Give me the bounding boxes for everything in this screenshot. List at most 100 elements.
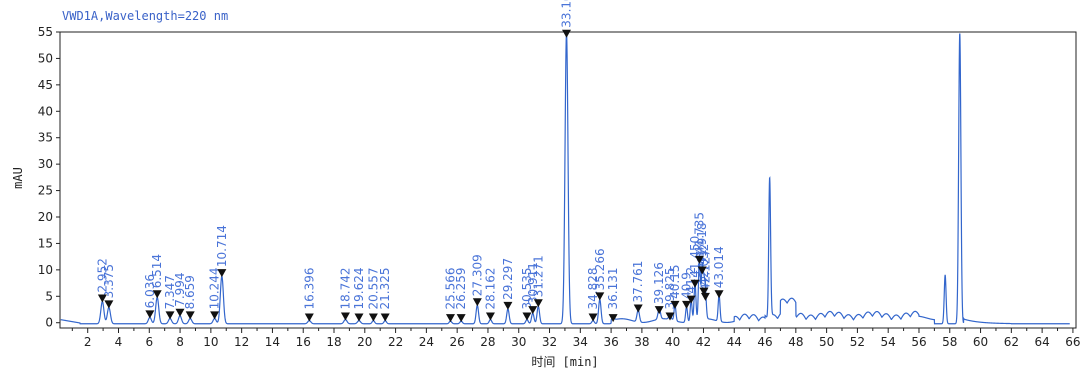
peak-label: 30.911 bbox=[526, 262, 540, 304]
y-tick-label: 15 bbox=[38, 236, 53, 250]
peak-marker bbox=[533, 299, 543, 308]
peak-label: 18.742 bbox=[338, 268, 352, 310]
y-axis-title: mAU bbox=[11, 167, 25, 189]
x-tick-label: 36 bbox=[603, 335, 618, 349]
peak-marker bbox=[608, 314, 618, 323]
peak-label: 19.624 bbox=[352, 268, 366, 310]
y-tick-label: 25 bbox=[38, 184, 53, 198]
y-tick-label: 10 bbox=[38, 263, 53, 277]
peak-marker bbox=[380, 313, 390, 322]
peak-marker bbox=[104, 300, 114, 309]
y-axis-ticks: 0 5 10 15 20 25 30 35 40 45 50 55 bbox=[38, 25, 60, 330]
peak-label: 26.259 bbox=[454, 268, 468, 310]
x-axis-title: 时间 [min] bbox=[531, 355, 598, 369]
peak-label: 28.162 bbox=[483, 268, 497, 310]
peak-marker bbox=[340, 312, 350, 321]
x-tick-label: 66 bbox=[1065, 335, 1080, 349]
y-tick-label: 5 bbox=[45, 289, 53, 303]
peak-marker bbox=[185, 311, 195, 320]
x-tick-label: 62 bbox=[1004, 335, 1019, 349]
peak-marker bbox=[654, 306, 664, 315]
y-tick-label: 30 bbox=[38, 157, 53, 171]
x-tick-label: 38 bbox=[634, 335, 649, 349]
peak-marker bbox=[165, 311, 175, 320]
peak-marker bbox=[97, 294, 107, 303]
peak-label: 6.514 bbox=[150, 254, 164, 288]
peak-marker bbox=[175, 308, 185, 317]
peak-label: 8.659 bbox=[183, 275, 197, 309]
peak-marker bbox=[152, 290, 162, 299]
peak-marker bbox=[217, 269, 227, 278]
x-tick-label: 64 bbox=[1034, 335, 1049, 349]
peak-marker bbox=[588, 313, 598, 322]
peak-marker bbox=[503, 301, 513, 310]
peak-marker bbox=[665, 312, 675, 321]
peak-label: 39.126 bbox=[652, 262, 666, 304]
peak-marker bbox=[714, 290, 724, 299]
chart-title: VWD1A,Wavelength=220 nm bbox=[62, 9, 228, 23]
x-tick-label: 30 bbox=[511, 335, 526, 349]
peak-markers bbox=[97, 29, 724, 323]
peak-label: 37.761 bbox=[631, 261, 645, 303]
peak-label: 20.557 bbox=[366, 268, 380, 310]
x-tick-label: 2 bbox=[84, 335, 92, 349]
x-tick-label: 22 bbox=[388, 335, 403, 349]
x-axis-ticks: 2 4 6 8 10 12 14 16 18 20 22 24 26 28 30 32 34 36 38 40 42 44… bbox=[71, 328, 1081, 349]
peak-marker bbox=[472, 298, 482, 307]
x-tick-label: 48 bbox=[788, 335, 803, 349]
y-tick-label: 35 bbox=[38, 131, 53, 145]
peak-label: 21.325 bbox=[378, 268, 392, 310]
peak-marker bbox=[690, 279, 700, 288]
x-tick-label: 58 bbox=[942, 335, 957, 349]
x-tick-label: 44 bbox=[727, 335, 742, 349]
peak-marker bbox=[699, 287, 709, 296]
x-tick-label: 18 bbox=[326, 335, 341, 349]
peak-marker bbox=[456, 314, 466, 323]
peak-label: 7.994 bbox=[173, 272, 187, 306]
peak-marker bbox=[368, 313, 378, 322]
peak-marker bbox=[354, 313, 364, 322]
y-tick-label: 50 bbox=[38, 51, 53, 65]
peak-label: 42.127 bbox=[698, 249, 712, 291]
x-tick-label: 12 bbox=[234, 335, 249, 349]
x-tick-label: 54 bbox=[881, 335, 896, 349]
peak-label: 40.15 bbox=[668, 264, 682, 298]
chromatogram-trace bbox=[60, 33, 1070, 325]
peak-marker bbox=[210, 311, 220, 320]
peak-marker bbox=[485, 312, 495, 321]
peak-marker bbox=[595, 292, 605, 301]
x-tick-label: 16 bbox=[296, 335, 311, 349]
peak-label: 27.309 bbox=[470, 254, 484, 296]
peak-label: 7.347 bbox=[163, 275, 177, 309]
peak-label: 35.266 bbox=[593, 248, 607, 290]
x-tick-label: 4 bbox=[115, 335, 123, 349]
peak-label: 34.828 bbox=[586, 268, 600, 310]
y-tick-label: 20 bbox=[38, 210, 53, 224]
peak-marker bbox=[528, 306, 538, 315]
x-tick-label: 14 bbox=[265, 335, 280, 349]
peak-label: 30.535 bbox=[520, 268, 534, 310]
x-tick-label: 52 bbox=[850, 335, 865, 349]
peak-marker bbox=[670, 300, 680, 309]
peak-marker bbox=[682, 300, 692, 309]
peak-marker bbox=[694, 255, 704, 264]
peak-marker bbox=[304, 313, 314, 322]
x-tick-label: 34 bbox=[573, 335, 588, 349]
peak-label: 33.103 bbox=[560, 0, 574, 28]
peak-marker bbox=[522, 312, 532, 321]
peak-marker bbox=[633, 304, 643, 313]
peak-label: 2.952 bbox=[95, 258, 109, 292]
x-tick-label: 50 bbox=[819, 335, 834, 349]
y-tick-label: 55 bbox=[38, 25, 53, 39]
peak-label: 10.714 bbox=[215, 225, 229, 267]
peak-label: 41.735 bbox=[692, 212, 706, 254]
peak-marker bbox=[562, 29, 572, 38]
peak-label: 3.375 bbox=[102, 264, 116, 298]
x-tick-label: 10 bbox=[203, 335, 218, 349]
x-tick-label: 60 bbox=[973, 335, 988, 349]
y-tick-label: 45 bbox=[38, 78, 53, 92]
peak-label: 10.244 bbox=[208, 267, 222, 309]
peak-marker bbox=[445, 314, 455, 323]
peak-label: 16.396 bbox=[302, 268, 316, 310]
